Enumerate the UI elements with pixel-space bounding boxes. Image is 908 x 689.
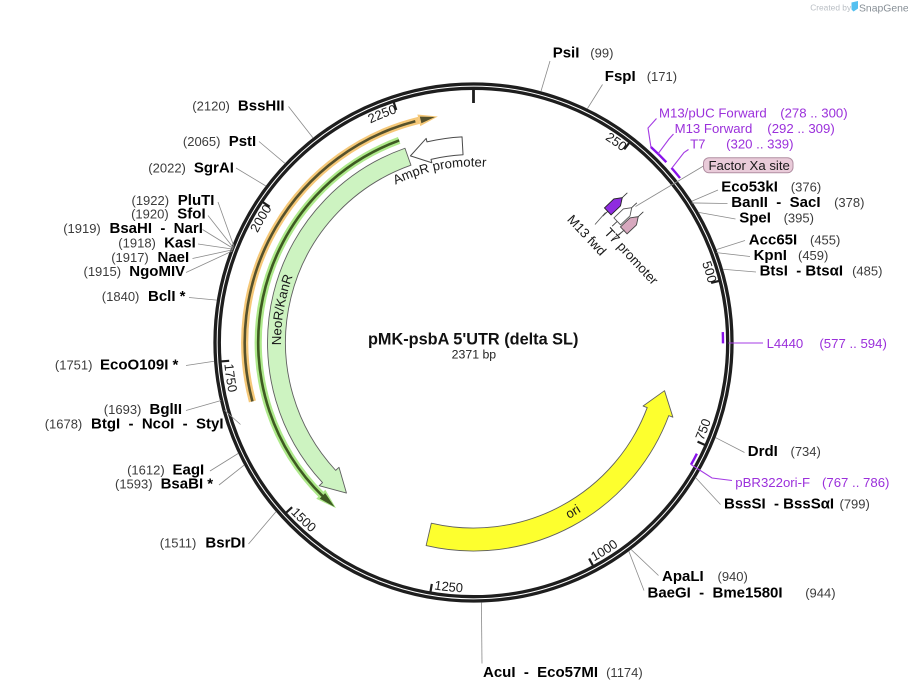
svg-text:BaeGI - Bme1580I: BaeGI - Bme1580I [648, 585, 783, 602]
svg-text:EagI: EagI [173, 462, 205, 479]
svg-text:(455): (455) [810, 232, 840, 247]
svg-text:pMK-psbA 5'UTR (delta SL): pMK-psbA 5'UTR (delta SL) [368, 331, 578, 349]
svg-text:BsaBI *: BsaBI * [161, 475, 214, 492]
svg-text:(395): (395) [784, 211, 814, 226]
svg-text:EcoO109I *: EcoO109I * [100, 356, 179, 373]
svg-text:BglII: BglII [150, 401, 183, 418]
svg-text:(378): (378) [834, 195, 864, 210]
svg-text:(577 .. 594): (577 .. 594) [819, 336, 886, 351]
svg-text:Acc65I: Acc65I [749, 231, 797, 248]
svg-text:(1174): (1174) [606, 665, 643, 680]
svg-text:(1751): (1751) [55, 357, 93, 372]
svg-text:(1612): (1612) [127, 463, 165, 478]
svg-text:Created by: Created by [810, 3, 852, 13]
svg-text:(940): (940) [718, 569, 748, 584]
svg-text:(320 .. 339): (320 .. 339) [726, 137, 793, 152]
svg-text:L4440: L4440 [767, 336, 804, 351]
svg-text:PluTI: PluTI [178, 192, 215, 209]
svg-text:(944): (944) [805, 586, 835, 601]
svg-text:(1915): (1915) [84, 264, 122, 279]
svg-text:500: 500 [699, 259, 720, 284]
svg-text:(171): (171) [647, 69, 677, 84]
svg-text:(1920): (1920) [131, 207, 169, 222]
svg-text:SfoI: SfoI [177, 206, 205, 223]
svg-text:750: 750 [692, 417, 714, 442]
svg-text:(1593): (1593) [115, 476, 153, 491]
svg-text:AcuI - Eco57MI: AcuI - Eco57MI [483, 664, 598, 681]
svg-text:(1922): (1922) [132, 193, 170, 208]
svg-text:BssSI - BssSαI: BssSI - BssSαI [724, 496, 834, 513]
svg-text:(485): (485) [852, 264, 882, 279]
svg-text:(459): (459) [798, 248, 828, 263]
svg-text:BssHII: BssHII [238, 98, 285, 115]
svg-text:BtgI - NcoI - StyI: BtgI - NcoI - StyI [91, 416, 224, 433]
svg-text:KpnI: KpnI [754, 247, 787, 264]
svg-text:(278 .. 300): (278 .. 300) [780, 106, 847, 121]
svg-text:(767 .. 786): (767 .. 786) [822, 475, 889, 490]
svg-text:(1678): (1678) [45, 417, 83, 432]
svg-text:M13/pUC Forward: M13/pUC Forward [659, 106, 767, 121]
svg-text:Factor Xa site: Factor Xa site [709, 158, 790, 173]
svg-text:ori: ori [563, 501, 583, 521]
svg-text:FspI: FspI [605, 68, 636, 85]
svg-text:2371 bp: 2371 bp [452, 348, 497, 362]
svg-text:(376): (376) [791, 180, 821, 195]
svg-text:ApaLI: ApaLI [662, 568, 704, 585]
svg-text:(1918): (1918) [118, 236, 156, 251]
svg-text:SnapGene: SnapGene [859, 4, 908, 15]
svg-text:pBR322ori-F: pBR322ori-F [735, 475, 810, 490]
svg-text:PstI: PstI [229, 133, 257, 150]
svg-text:(1919): (1919) [63, 221, 101, 236]
svg-text:NaeI: NaeI [158, 249, 190, 266]
svg-text:1750: 1750 [221, 363, 240, 393]
svg-text:1250: 1250 [433, 577, 463, 595]
svg-text:(1840): (1840) [102, 289, 140, 304]
svg-text:(2022): (2022) [148, 161, 186, 176]
svg-text:(2120): (2120) [192, 99, 230, 114]
svg-text:(799): (799) [840, 497, 870, 512]
svg-text:BanII - SacI: BanII - SacI [731, 194, 820, 211]
svg-text:(1693): (1693) [104, 402, 142, 417]
svg-text:Eco53kI: Eco53kI [721, 179, 778, 196]
svg-text:M13 Forward: M13 Forward [675, 121, 753, 136]
svg-text:SgrAI: SgrAI [194, 160, 234, 177]
svg-text:T7: T7 [690, 137, 705, 152]
svg-text:(2065): (2065) [183, 134, 221, 149]
svg-text:BsrDI: BsrDI [205, 535, 245, 552]
svg-text:(734): (734) [791, 444, 821, 459]
svg-text:(1511): (1511) [160, 536, 197, 551]
svg-text:BtsI - BtsαI: BtsI - BtsαI [760, 263, 843, 280]
svg-text:BsaHI - NarI: BsaHI - NarI [110, 220, 203, 237]
svg-text:DrdI: DrdI [748, 443, 778, 460]
svg-text:(1917): (1917) [111, 250, 149, 265]
svg-text:SpeI: SpeI [739, 210, 771, 227]
svg-text:(292 .. 309): (292 .. 309) [767, 121, 834, 136]
svg-text:KasI: KasI [164, 235, 196, 252]
svg-text:BclI *: BclI * [148, 288, 186, 305]
svg-text:NgoMIV: NgoMIV [129, 263, 185, 280]
svg-text:(99): (99) [590, 46, 613, 61]
svg-text:PsiI: PsiI [553, 45, 580, 62]
